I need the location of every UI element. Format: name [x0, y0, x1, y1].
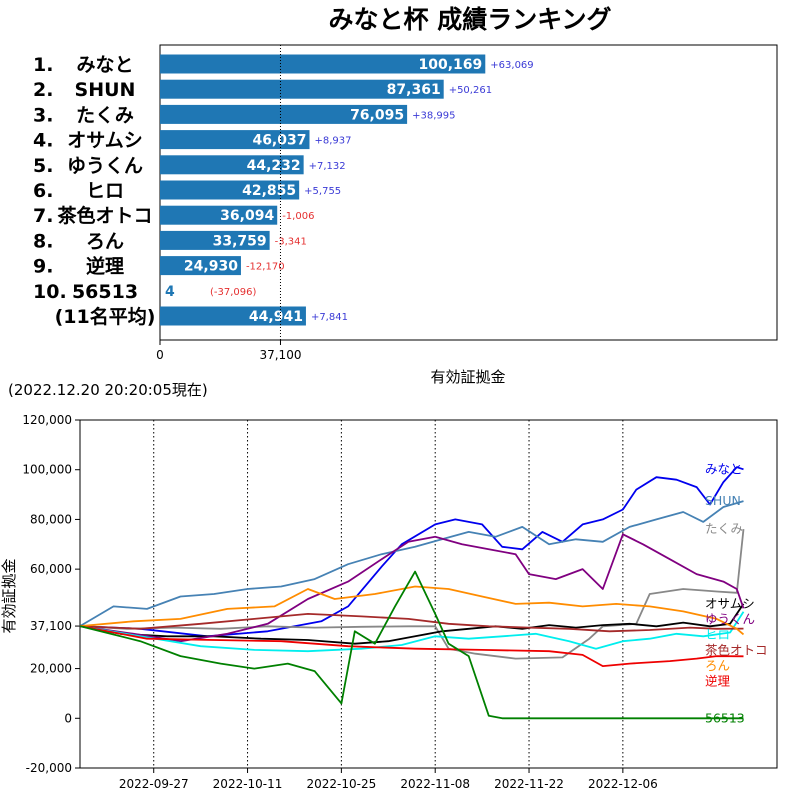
series-line-茶色オトコ	[80, 614, 744, 631]
legend-label: ゆうくん	[705, 611, 755, 626]
timestamp-label: (2022.12.20 20:20:05現在)	[8, 381, 208, 399]
x-tick-label: 2022-11-08	[400, 777, 470, 791]
bar-row: 4. オサムシ 46,037 +8,937	[33, 130, 352, 152]
bar-value-label: 4	[165, 284, 175, 300]
bar-diff-label: -1,006	[282, 211, 314, 222]
series-line-オサムシ	[80, 604, 744, 644]
rank-number: 5.	[33, 155, 53, 177]
bar-row: 8. ろん 33,759 -3,341	[33, 230, 307, 252]
legend-label: オサムシ	[705, 596, 755, 611]
bar-diff-label: -3,341	[275, 236, 307, 247]
line-series	[80, 467, 744, 718]
bar-value-label: 44,941	[249, 309, 303, 325]
bar-x-tick-label: 0	[156, 348, 164, 362]
x-tick-label: 2022-09-27	[119, 777, 189, 791]
bar-diff-label: +50,261	[449, 85, 492, 96]
bar-value-label: 46,037	[252, 133, 306, 149]
y-tick-label: 37,100	[30, 619, 72, 633]
line-plot-border	[80, 420, 777, 768]
rank-number: 3.	[33, 104, 53, 126]
rank-name: オサムシ	[67, 130, 143, 152]
bar-diff-label: +38,995	[412, 110, 455, 121]
rank-name: 逆理	[86, 255, 124, 278]
rank-name: SHUN	[75, 79, 136, 101]
x-tick-label: 2022-10-11	[213, 777, 283, 791]
rank-number: 7.	[33, 205, 53, 227]
bar-row: 7.茶色オトコ 36,094 -1,006	[33, 204, 314, 227]
bar-row: 2. SHUN 87,361 +50,261	[33, 79, 492, 101]
rank-name: ろん	[86, 230, 124, 252]
chart-title: みなと杯 成績ランキング	[329, 5, 612, 34]
legend-label: みなと	[705, 461, 743, 476]
y-tick-label: 120,000	[22, 413, 72, 427]
bar-row: 3. たくみ 76,095 +38,995	[33, 104, 455, 126]
bar-x-axis: 0 37,100	[156, 340, 301, 362]
legend-label: 茶色オトコ	[705, 642, 768, 657]
y-tick-label: 0	[64, 711, 72, 725]
rank-name: ヒロ	[86, 180, 124, 202]
y-tick-label: -20,000	[26, 761, 72, 775]
bar-value-label: 87,361	[387, 82, 441, 98]
rank-name: 56513	[72, 281, 138, 303]
series-line-ヒロ	[80, 612, 744, 651]
y-tick-label: 60,000	[30, 562, 72, 576]
line-chart-frame	[80, 420, 777, 768]
bar-row: 10.56513 4 (-37,096)	[33, 281, 257, 303]
bar-x-axis-label: 有効証拠金	[430, 368, 505, 386]
legend-label: ろん	[705, 658, 730, 673]
legend-label: SHUN	[705, 493, 741, 508]
rank-name: たくみ	[76, 104, 134, 126]
x-tick-label: 2022-12-06	[588, 777, 658, 791]
legend-label: たくみ	[705, 521, 743, 536]
bar-diff-label: +7,841	[311, 312, 348, 323]
bar-diff-label: +63,069	[490, 60, 533, 71]
rank-number: 10.	[33, 281, 67, 303]
legend-label: 56513	[705, 710, 745, 725]
rank-number: 4.	[33, 130, 53, 152]
bar-value-label: 42,855	[242, 183, 296, 199]
rank-number: 8.	[33, 230, 53, 252]
line-y-axis-label: 有効証拠金	[0, 558, 18, 633]
line-axes: 2022-09-27 2022-10-11 2022-10-25 2022-11-08…	[22, 413, 657, 791]
bar-row: 9. 逆理 24,930 -12,170	[33, 255, 285, 278]
rank-name: みなと	[76, 54, 133, 76]
bar-row: 5. ゆうくん 44,232 +7,132	[33, 155, 346, 177]
series-line-みなと	[80, 467, 744, 636]
y-tick-label: 100,000	[22, 463, 72, 477]
series-line-56513	[80, 572, 744, 719]
bar-value-label: 76,095	[350, 107, 404, 123]
bar-diff-label: +8,937	[314, 136, 351, 147]
rank-number: 9.	[33, 256, 53, 278]
x-tick-label: 2022-11-22	[494, 777, 564, 791]
bar-row: 1. みなと 100,169 +63,069	[33, 54, 534, 76]
rank-number: 6.	[33, 180, 53, 202]
bar-value-label: 24,930	[184, 259, 238, 275]
bar-rows: 1. みなと 100,169 +63,069 2. SHUN 87,361 +50,261 3.…	[33, 45, 534, 340]
bar-diff-label: +7,132	[309, 161, 346, 172]
rank-name: 茶色オトコ	[57, 204, 152, 227]
bar-diff-label: +5,755	[304, 186, 341, 197]
bar-row: 6. ヒロ 42,855 +5,755	[33, 180, 341, 202]
rank-number: 1.	[33, 54, 53, 76]
rank-name: ゆうくん	[67, 155, 143, 177]
bar-value-label: 100,169	[419, 57, 483, 73]
legend-label: 逆理	[705, 673, 731, 688]
bar-value-label: 36,094	[220, 208, 274, 224]
bar-value-label: 44,232	[247, 158, 301, 174]
bar-x-tick-label: 37,100	[259, 348, 301, 362]
bar-row: (11名平均) 44,941 +7,841	[55, 305, 348, 328]
rank-number: 2.	[33, 79, 53, 101]
rank-name: (11名平均)	[55, 305, 156, 328]
y-tick-label: 80,000	[30, 512, 72, 526]
y-tick-label: 20,000	[30, 662, 72, 676]
bar-diff-label: (-37,096)	[210, 287, 257, 298]
legend-label: ヒロ	[705, 627, 730, 642]
bar-diff-label: -12,170	[246, 262, 285, 273]
line-grid	[154, 420, 623, 768]
bar-value-label: 33,759	[213, 233, 267, 249]
series-line-逆理	[80, 626, 744, 666]
x-tick-label: 2022-10-25	[307, 777, 377, 791]
